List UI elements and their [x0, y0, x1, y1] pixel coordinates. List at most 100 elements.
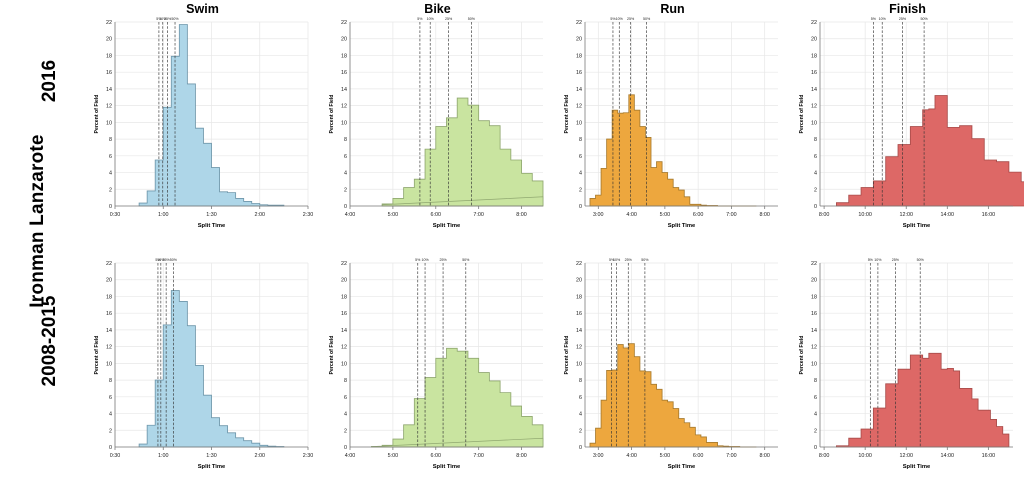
svg-text:7:00: 7:00	[473, 453, 484, 459]
svg-text:20: 20	[106, 37, 112, 43]
svg-text:2: 2	[579, 428, 582, 434]
svg-text:22: 22	[576, 20, 582, 26]
svg-text:10: 10	[341, 120, 347, 126]
svg-text:50%: 50%	[170, 258, 178, 262]
svg-text:4: 4	[579, 171, 582, 177]
svg-text:3:00: 3:00	[593, 212, 604, 218]
svg-text:5%: 5%	[417, 17, 423, 21]
panel-bike-2008-2015: 0 2 4 6 8 10 12 14 16 18 20 22 5% 10% 25% 50% 4:00 5:00 6:…	[320, 241, 555, 481]
svg-text:18: 18	[811, 53, 817, 59]
svg-text:22: 22	[811, 261, 817, 267]
svg-text:8: 8	[344, 137, 347, 143]
svg-text:4: 4	[109, 171, 112, 177]
svg-text:8: 8	[109, 137, 112, 143]
svg-text:8: 8	[579, 137, 582, 143]
svg-text:Split Time: Split Time	[198, 464, 226, 470]
svg-text:6: 6	[109, 395, 112, 401]
svg-text:18: 18	[341, 53, 347, 59]
svg-text:16: 16	[576, 70, 582, 76]
svg-text:Split Time: Split Time	[668, 223, 696, 229]
svg-text:50%: 50%	[468, 17, 476, 21]
svg-text:22: 22	[576, 261, 582, 267]
svg-text:2:30: 2:30	[303, 453, 314, 459]
svg-text:18: 18	[341, 294, 347, 300]
svg-text:6:00: 6:00	[693, 453, 704, 459]
svg-text:25%: 25%	[163, 258, 171, 262]
svg-text:8:00: 8:00	[516, 453, 527, 459]
svg-text:0: 0	[814, 204, 817, 210]
svg-text:4:00: 4:00	[626, 453, 637, 459]
svg-text:6: 6	[579, 154, 582, 160]
histogram-run-2008-2015: 0 2 4 6 8 10 12 14 16 18 20 22 5%10% 25% 50% 3:00 4:00 5:…	[564, 258, 778, 470]
svg-text:Percent of Field: Percent of Field	[94, 95, 100, 134]
panel-finish-2016: Finish 0 2 4 6 8 10 12 14 16 18 20 22 5% 10% 25% 50% 8:00…	[790, 0, 1024, 240]
svg-text:Split Time: Split Time	[903, 223, 931, 229]
svg-text:14: 14	[811, 87, 817, 93]
svg-text:7:00: 7:00	[726, 212, 737, 218]
svg-text:5:00: 5:00	[388, 453, 399, 459]
svg-text:6: 6	[344, 395, 347, 401]
svg-text:20: 20	[576, 37, 582, 43]
svg-text:0: 0	[814, 445, 817, 451]
svg-text:16:00: 16:00	[982, 453, 996, 459]
svg-text:12: 12	[341, 104, 347, 110]
svg-text:14: 14	[576, 328, 582, 334]
svg-text:12: 12	[811, 345, 817, 351]
svg-text:22: 22	[811, 20, 817, 26]
svg-text:Split Time: Split Time	[668, 464, 696, 470]
svg-text:50%: 50%	[643, 17, 651, 21]
svg-text:12: 12	[576, 104, 582, 110]
svg-text:14: 14	[811, 328, 817, 334]
svg-text:16: 16	[576, 311, 582, 317]
svg-text:1:00: 1:00	[158, 212, 169, 218]
panel-title-run: Run	[660, 2, 685, 16]
panel-bike-2016: Bike 0 2 4 6 8 10 12 14 16 18 20 22 5% 10% 25% 50% 4:00 5:…	[320, 0, 555, 240]
svg-text:5%: 5%	[868, 258, 874, 262]
svg-text:5%: 5%	[609, 258, 615, 262]
svg-text:14: 14	[341, 328, 347, 334]
svg-text:Percent of Field: Percent of Field	[564, 336, 570, 375]
svg-text:5%: 5%	[610, 17, 616, 21]
svg-text:5:00: 5:00	[388, 212, 399, 218]
svg-text:5:00: 5:00	[660, 212, 671, 218]
svg-text:16:00: 16:00	[982, 212, 996, 218]
svg-text:4: 4	[814, 412, 817, 418]
svg-text:Split Time: Split Time	[433, 464, 461, 470]
svg-text:6: 6	[109, 154, 112, 160]
svg-text:10: 10	[576, 120, 582, 126]
svg-text:14: 14	[106, 328, 112, 334]
svg-text:2: 2	[109, 428, 112, 434]
svg-text:10: 10	[811, 120, 817, 126]
svg-text:Split Time: Split Time	[903, 464, 931, 470]
svg-text:10: 10	[106, 120, 112, 126]
svg-text:6: 6	[814, 154, 817, 160]
svg-text:20: 20	[106, 278, 112, 284]
svg-text:4: 4	[344, 412, 347, 418]
svg-text:20: 20	[576, 278, 582, 284]
histogram-swim-2008-2015: 0 2 4 6 8 10 12 14 16 18 20 22 5%10%25% 50% 0:30 1:00 1:…	[94, 258, 314, 470]
svg-text:2:00: 2:00	[255, 453, 266, 459]
svg-text:6:00: 6:00	[431, 453, 442, 459]
panel-run-2008-2015: 0 2 4 6 8 10 12 14 16 18 20 22 5% 10% 25% 50% 3:00 4:00 5:…	[555, 241, 790, 481]
svg-text:2: 2	[344, 187, 347, 193]
svg-text:0: 0	[109, 445, 112, 451]
svg-text:10%: 10%	[613, 258, 621, 262]
svg-text:2: 2	[109, 187, 112, 193]
svg-text:4:00: 4:00	[345, 212, 356, 218]
svg-text:12:00: 12:00	[899, 453, 913, 459]
svg-text:20: 20	[341, 278, 347, 284]
svg-text:14: 14	[341, 87, 347, 93]
svg-text:5%: 5%	[415, 258, 421, 262]
svg-text:6:00: 6:00	[431, 212, 442, 218]
svg-text:Percent of Field: Percent of Field	[564, 95, 570, 134]
svg-text:Split Time: Split Time	[198, 223, 226, 229]
histogram-swim-2016: 0 2 4 6 8 10 12 14 16 18 20 22 5%10%25% 50% 0:30 1:00 1:…	[94, 17, 313, 229]
svg-text:10:00: 10:00	[858, 453, 872, 459]
panel-title-finish: Finish	[889, 2, 926, 16]
svg-text:8: 8	[344, 378, 347, 384]
svg-text:12: 12	[341, 345, 347, 351]
svg-text:14: 14	[576, 87, 582, 93]
svg-text:4: 4	[579, 412, 582, 418]
svg-text:Percent of Field: Percent of Field	[94, 336, 100, 375]
svg-text:4:00: 4:00	[626, 212, 637, 218]
